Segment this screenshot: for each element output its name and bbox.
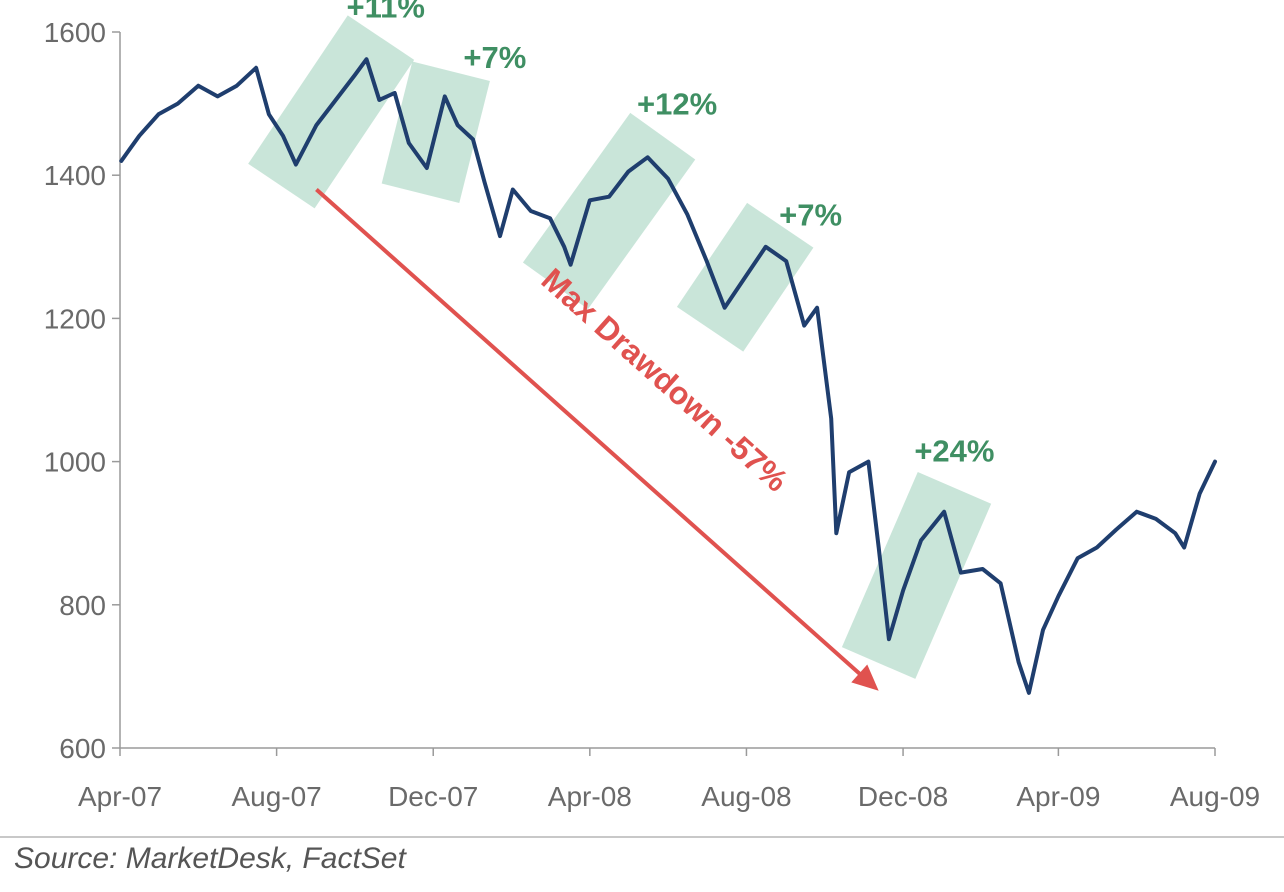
rally-highlight-1 [248,15,415,209]
x-tick-label: Aug-07 [231,781,321,812]
x-tick-label: Apr-09 [1016,781,1100,812]
rally-highlight-5 [841,471,992,679]
rally-labels: +11% +7% +12% +7% +24% [347,0,995,469]
y-tick-label: 600 [59,733,106,764]
y-tick-label: 1000 [44,447,106,478]
drawdown-arrow-shaft [315,188,865,679]
y-tick-label: 1600 [44,17,106,48]
x-tick-label: Aug-08 [701,781,791,812]
x-tick-label: Apr-08 [548,781,632,812]
rally-label-4: +7% [779,197,842,232]
rally-label-2: +7% [463,40,526,75]
x-ticks: Apr-07 Aug-07 Dec-07 Apr-08 Aug-08 Dec-08 Apr-… [78,748,1260,812]
series-group [119,57,1217,695]
rally-label-1: +11% [347,0,425,25]
y-ticks: 1600 1400 1200 1000 800 600 [44,17,120,764]
y-tick-label: 1200 [44,303,106,334]
x-tick-label: Apr-07 [78,781,162,812]
source-note: Source: MarketDesk, FactSet [14,842,406,875]
y-tick-label: 1400 [44,160,106,191]
x-tick-label: Aug-09 [1170,781,1260,812]
x-tick-label: Dec-07 [388,781,478,812]
axes [119,32,1215,749]
source-divider [0,836,1284,838]
drawdown-arrow-head [851,664,879,691]
rally-label-3: +12% [637,86,717,121]
price-line-series-1 [119,57,1217,695]
x-tick-label: Dec-08 [858,781,948,812]
y-tick-label: 800 [59,590,106,621]
rally-label-5: +24% [914,434,994,469]
